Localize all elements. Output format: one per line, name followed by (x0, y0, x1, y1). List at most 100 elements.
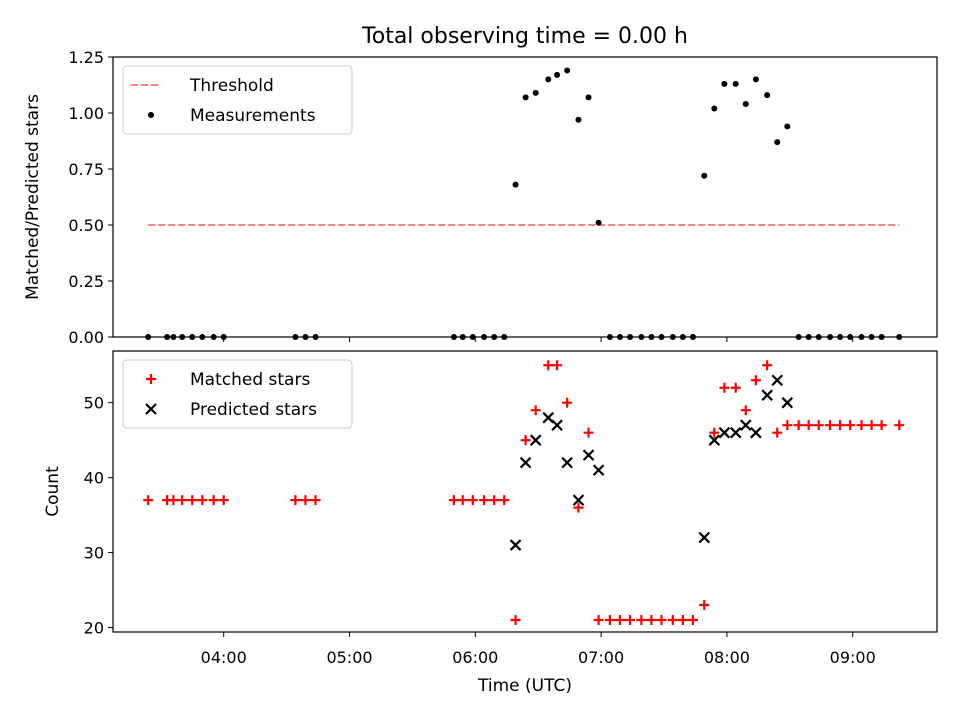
matched-stars-point (856, 420, 867, 431)
legend-label: Matched stars (190, 370, 310, 390)
matched-stars-point (593, 615, 604, 626)
matched-stars-point (143, 495, 154, 506)
legend-marker-measurements (148, 112, 154, 118)
predicted-stars-point (551, 419, 563, 431)
measurement-point (701, 172, 708, 179)
legend-box-top (122, 65, 353, 135)
measurement-point (585, 94, 592, 101)
predicted-stars-point (561, 456, 573, 469)
plot-frame-bottom (112, 350, 938, 633)
measurement-point (784, 123, 791, 130)
y-tick-label-top: 0.50 (68, 216, 104, 235)
predicted-stars-point (771, 374, 784, 387)
legend-box-bottom (122, 359, 353, 429)
matched-stars-point (168, 495, 179, 506)
top-panel: 0.00 0.25 0.50 0.75 1.00 1.25 Matched/Predicte… (23, 48, 938, 347)
matched-stars-point (699, 600, 710, 611)
y-tick-label-top: 0.00 (68, 328, 104, 347)
measurement-point (742, 101, 749, 108)
matched-stars-point (772, 427, 783, 438)
matched-stars-point (187, 495, 198, 506)
matched-stars-point (530, 405, 541, 416)
matched-stars-point (218, 495, 229, 506)
matched-stars-point (573, 502, 584, 513)
predicted-stars-point (718, 426, 731, 439)
matched-stars-point (876, 420, 887, 431)
y-tick-label-bottom: 40 (84, 469, 104, 488)
y-tick-label-bottom: 30 (84, 544, 104, 563)
matched-stars-point (479, 495, 490, 506)
legend-label: Threshold (189, 76, 274, 96)
predicted-stars-point (761, 389, 773, 401)
matched-stars-point (614, 615, 625, 626)
x-tick-label: 04:00 (201, 648, 247, 667)
measurement-point (575, 116, 582, 123)
matched-stars-point (520, 435, 531, 446)
predicted-stars-point (708, 434, 721, 446)
matched-stars-point (552, 360, 563, 371)
x-tick-label: 09:00 (830, 648, 876, 667)
matched-stars-point (510, 615, 521, 626)
legend-label: Measurements (190, 106, 316, 126)
predicted-stars-point (582, 449, 595, 461)
y-axis-label-bottom: Count (43, 466, 63, 517)
matched-stars-point (583, 427, 594, 438)
y-tick-label-top: 1.00 (68, 104, 104, 123)
predicted-stars-point (750, 426, 762, 439)
matched-stars-point (290, 495, 301, 506)
matched-stars-point (562, 397, 573, 408)
matched-stars-point (646, 615, 657, 626)
y-tick-label-bottom: 50 (84, 394, 104, 413)
predicted-stars-point (529, 434, 542, 446)
matched-stars-point (793, 420, 804, 431)
measurement-point (721, 80, 728, 87)
matched-stars-point (197, 495, 208, 506)
measurement-point (532, 89, 539, 96)
matched-stars-point (656, 615, 667, 626)
matched-stars-point (825, 420, 836, 431)
matched-stars-point (677, 615, 688, 626)
measurement-point (522, 94, 529, 101)
matched-stars-point (687, 615, 698, 626)
matched-stars-point (730, 382, 741, 393)
predicted-stars-point (729, 426, 742, 439)
measurement-point (545, 76, 552, 83)
predicted-stars-point (509, 539, 522, 551)
predicted-stars-point (698, 531, 711, 544)
y-tick-label-top: 0.75 (68, 160, 104, 179)
matched-stars-point (740, 405, 751, 416)
matched-stars-point (719, 382, 730, 393)
figure-title: Total observing time = 0.00 h (361, 24, 688, 49)
measurement-point (764, 92, 771, 99)
x-tick-label: 05:00 (326, 648, 372, 667)
x-tick-label: 08:00 (704, 648, 750, 667)
legend-marker-matched-stars (146, 374, 156, 384)
y-tick-label-top: 0.25 (68, 272, 104, 291)
plot-frame-top (112, 56, 938, 338)
x-axis-label: Time (UTC) (477, 676, 572, 696)
matched-stars-point (813, 420, 824, 431)
matched-stars-point (310, 495, 321, 506)
matched-stars-point (177, 495, 188, 506)
matched-stars-point (543, 360, 554, 371)
measurement-point (564, 67, 571, 74)
predicted-stars-point (592, 464, 605, 476)
legend-marker-predicted-stars (145, 403, 157, 415)
matched-stars-point (499, 495, 510, 506)
matched-stars-point (625, 615, 636, 626)
measurement-point (512, 181, 519, 188)
matched-stars-point (300, 495, 311, 506)
predicted-stars-point (519, 456, 532, 469)
y-axis-label-top: Matched/Predicted stars (23, 94, 43, 300)
x-tick-label: 07:00 (578, 648, 624, 667)
matched-stars-point (845, 420, 856, 431)
measurement-point (774, 139, 781, 146)
y-tick-label-bottom: 20 (84, 619, 104, 638)
matched-stars-point (803, 420, 814, 431)
matched-stars-point (636, 615, 647, 626)
matched-stars-point (604, 615, 615, 626)
matched-stars-point (448, 495, 459, 506)
measurement-point (752, 76, 759, 83)
matched-stars-point (457, 495, 468, 506)
